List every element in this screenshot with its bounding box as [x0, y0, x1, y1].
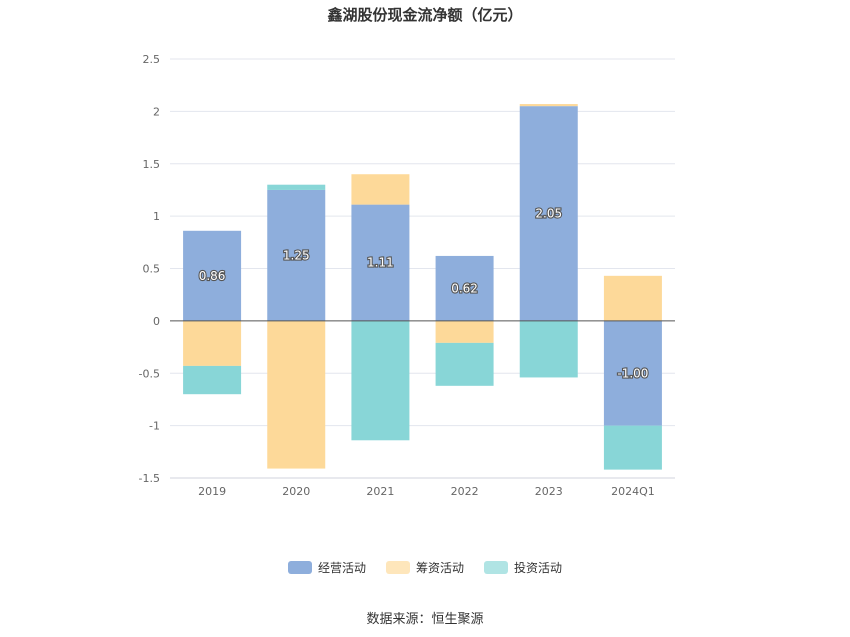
bar-operating — [183, 230, 242, 321]
bar-operating — [519, 106, 578, 321]
legend-label: 投资活动 — [514, 561, 563, 575]
y-tick-label: 1 — [153, 210, 160, 223]
bar-investing — [351, 320, 410, 441]
bar-investing — [435, 342, 494, 386]
x-tick-label: 2020 — [282, 485, 310, 498]
data-source: 数据来源：恒生聚源 — [366, 612, 484, 627]
data-label: 1.11 — [367, 256, 394, 270]
bar-operating — [435, 255, 494, 321]
bar-financing — [435, 320, 494, 343]
bar-operating — [267, 189, 326, 321]
x-tick-label: 2023 — [535, 485, 563, 498]
data-label: 0.62 — [451, 281, 478, 295]
x-tick-label: 2024Q1 — [611, 485, 655, 498]
chart-title: 鑫湖股份现金流净额（亿元） — [327, 6, 523, 24]
y-tick-label: 2.5 — [143, 53, 161, 66]
data-label: 1.25 — [283, 248, 310, 262]
bar-investing — [519, 320, 578, 378]
bar-investing — [603, 425, 662, 470]
legend: 经营活动 筹资活动 投资活动 — [0, 559, 850, 576]
bar-financing — [603, 275, 662, 321]
data-label: -1.00 — [617, 366, 648, 380]
y-tick-label: 2 — [153, 105, 160, 118]
y-tick-label: -1.5 — [139, 472, 160, 485]
y-tick-label: -1 — [149, 420, 160, 433]
legend-item-investing[interactable]: 投资活动 — [484, 559, 562, 576]
y-tick-label: -0.5 — [139, 367, 160, 380]
bar-financing — [351, 174, 410, 205]
legend-label: 经营活动 — [317, 561, 366, 575]
legend-swatch — [385, 561, 410, 574]
y-tick-label: 0.5 — [143, 263, 161, 276]
legend-label: 筹资活动 — [415, 561, 464, 575]
y-tick-label: 0 — [153, 315, 160, 328]
bar-investing — [267, 184, 326, 190]
x-tick-label: 2021 — [366, 485, 394, 498]
legend-item-operating[interactable]: 经营活动 — [287, 559, 366, 576]
legend-swatch — [484, 561, 508, 574]
bar-financing — [519, 104, 578, 107]
data-label: 0.86 — [199, 269, 226, 283]
bar-operating — [351, 204, 410, 321]
bar-chart: 2.5 2 1.5 1 0.5 0 -0.5 -1 -1.5 2019 2020 2021 2022 20… — [139, 53, 675, 498]
data-label: 2.05 — [535, 207, 562, 221]
legend-item-financing[interactable]: 筹资活动 — [385, 559, 464, 576]
legend-swatch — [287, 561, 312, 574]
bar-financing — [267, 320, 326, 469]
x-tick-label: 2022 — [451, 485, 479, 498]
x-tick-label: 2019 — [198, 485, 226, 498]
bar-investing — [183, 365, 242, 395]
y-tick-label: 1.5 — [143, 158, 161, 171]
bar-operating — [603, 320, 662, 426]
bar-financing — [183, 320, 242, 366]
